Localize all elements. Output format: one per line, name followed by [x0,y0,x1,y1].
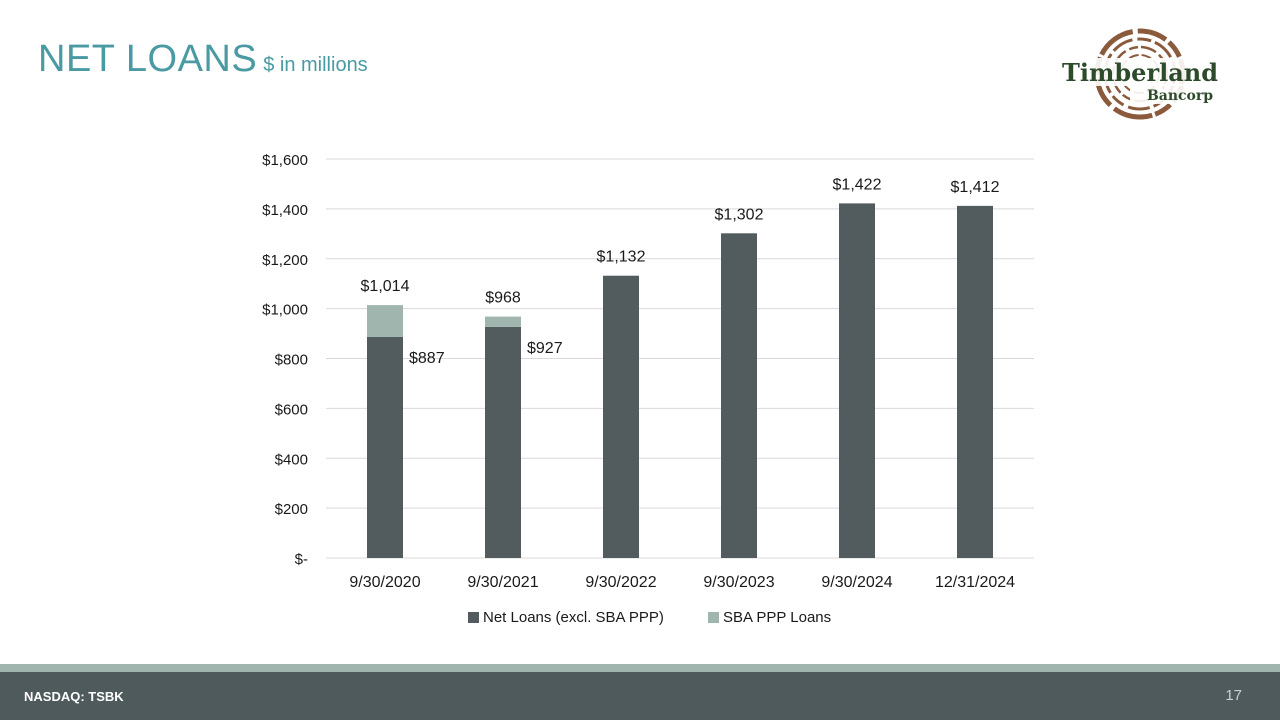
bars [367,203,993,559]
page-title: NET LOANS $ in millions [38,38,368,81]
data-label-total: $1,412 [951,179,1000,196]
bar-net-loans [839,203,875,559]
data-label-total: $1,302 [715,206,764,223]
footer-bar: NASDAQ: TSBK 17 [0,672,1280,720]
data-label-segment: $887 [409,350,445,367]
legend-swatch-net-loans [468,612,479,623]
bar-sba-ppp [485,316,521,327]
legend: Net Loans (excl. SBA PPP) SBA PPP Loans [468,609,831,626]
legend-label: Net Loans (excl. SBA PPP) [483,609,664,626]
title-subtitle: $ in millions [263,54,368,76]
gridlines [326,158,1034,559]
logo-subword: Bancorp [1147,88,1213,104]
y-tick-label: $800 [275,352,308,369]
y-axis: $- $200 $400 $600 $800 $1,000 $1,200 $1,400 $1,6… [262,152,308,568]
x-axis: 9/30/2020 9/30/2021 9/30/2022 9/30/2023 9/30… [349,574,1015,591]
x-tick-label: 9/30/2020 [349,574,420,591]
x-tick-label: 9/30/2024 [821,574,892,591]
data-label-total: $1,132 [597,249,646,266]
y-tick-label: $1,600 [262,152,308,169]
data-label-total: $1,014 [361,278,410,295]
bar-sba-ppp [367,305,403,337]
y-tick-label: $1,000 [262,302,308,319]
bar-net-loans [485,326,521,558]
logo-rings-icon: Timberland Bancorp [1056,28,1224,120]
ticker-label: NASDAQ: TSBK [24,689,124,704]
x-tick-label: 9/30/2022 [585,574,656,591]
data-label-total: $1,422 [833,176,882,193]
x-tick-label: 9/30/2023 [703,574,774,591]
page-number: 17 [1225,687,1242,704]
legend-label: SBA PPP Loans [723,609,831,626]
y-tick-label: $200 [275,501,308,518]
bar-net-loans [603,275,639,558]
y-tick-label: $400 [275,451,308,468]
footer-stripe [0,664,1280,672]
bar-net-loans [721,233,757,558]
timberland-logo: Timberland Bancorp [1050,24,1230,128]
x-tick-label: 9/30/2021 [467,574,538,591]
net-loans-chart: $- $200 $400 $600 $800 $1,000 $1,200 $1,400 $1,6… [230,130,1060,650]
y-tick-label: $1,400 [262,202,308,219]
bar-net-loans [367,336,403,558]
y-tick-label: $- [295,551,308,568]
y-tick-label: $600 [275,401,308,418]
data-labels: $1,014 $887 $968 $927 $1,132 $1,302 $1,422 $1,4… [361,176,1000,366]
bar-net-loans [957,205,993,558]
chart-canvas: $- $200 $400 $600 $800 $1,000 $1,200 $1,400 $1,6… [262,152,1034,626]
data-label-segment: $927 [527,340,563,357]
legend-swatch-sba-ppp [708,612,719,623]
title-main: NET LOANS [38,38,258,80]
logo-wordmark: Timberland [1062,58,1218,87]
data-label-total: $968 [485,290,521,307]
y-tick-label: $1,200 [262,252,308,269]
x-tick-label: 12/31/2024 [935,574,1015,591]
